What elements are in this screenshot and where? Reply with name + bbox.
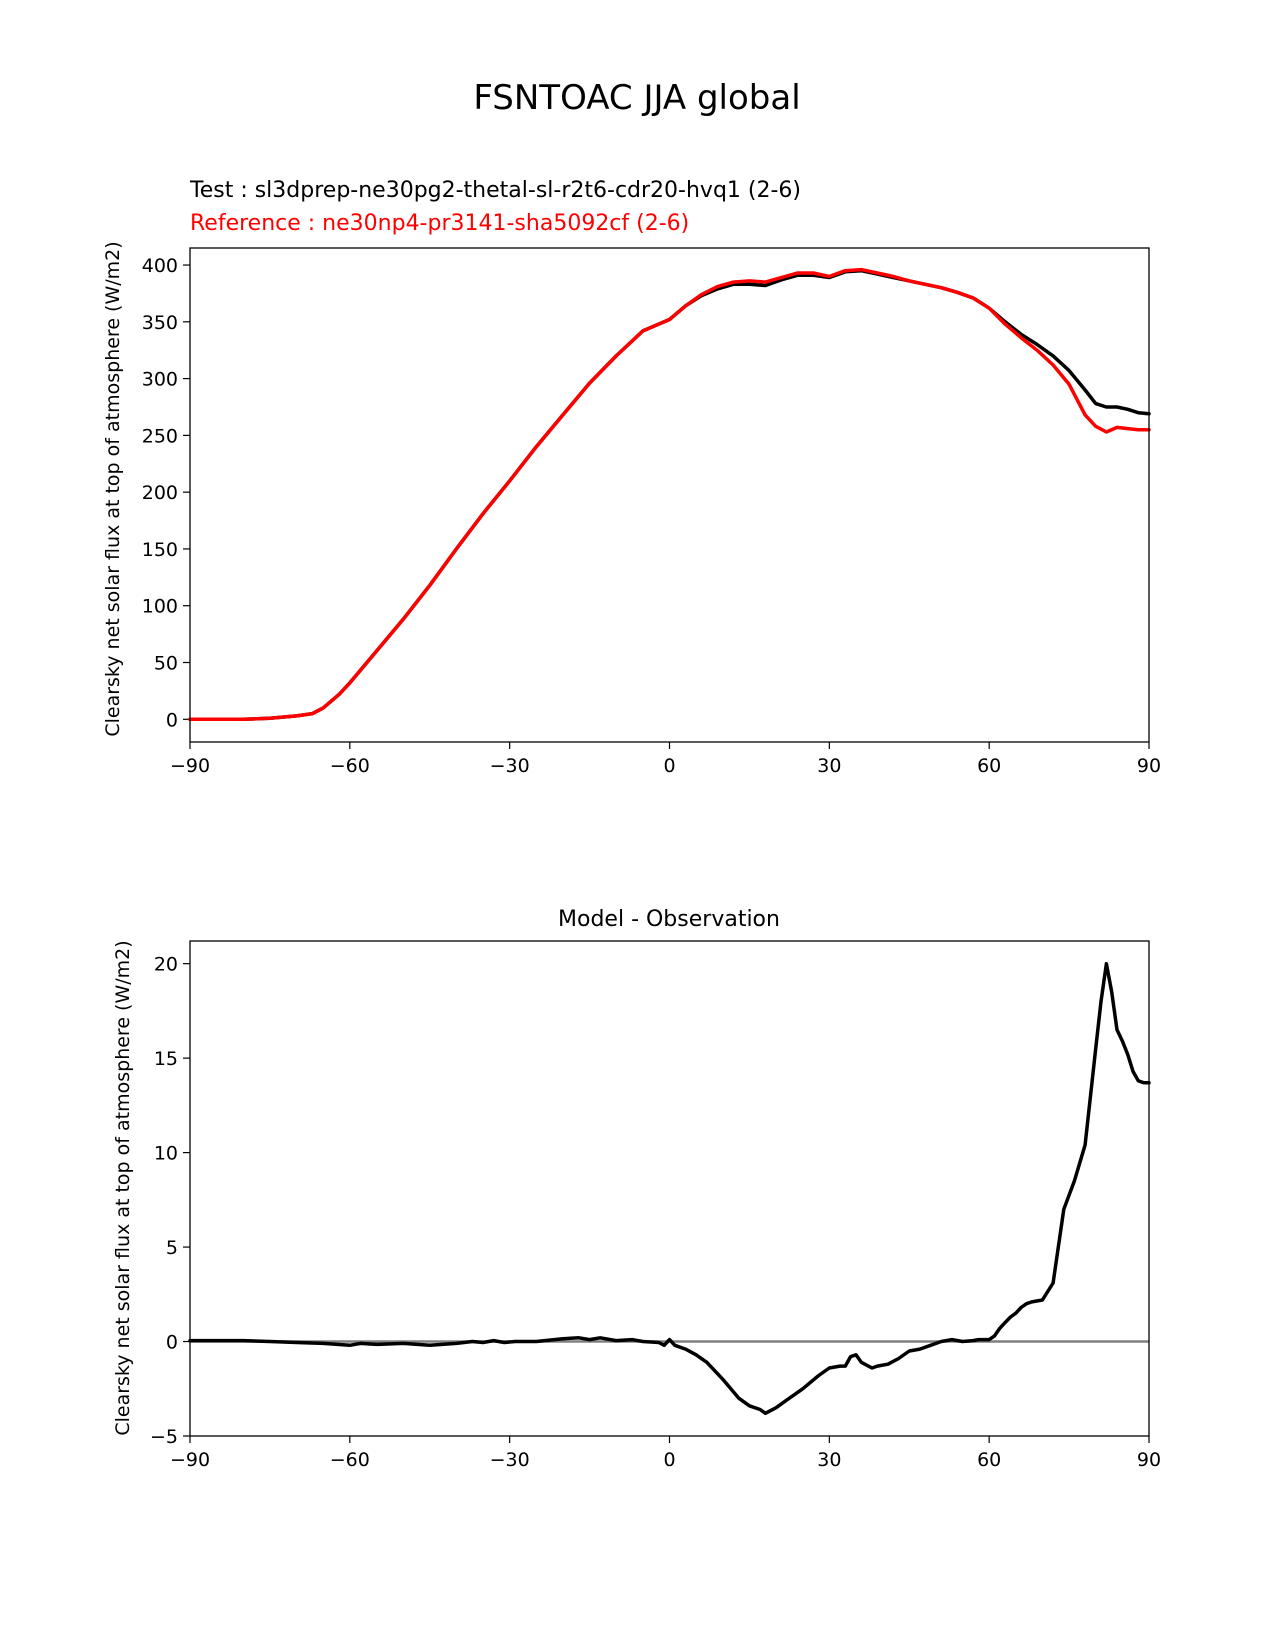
series-line-1 — [188, 961, 1151, 1416]
y-axis-label: Clearsky net solar flux at top of atmosp… — [102, 241, 124, 736]
series-line-1 — [188, 268, 1151, 722]
test-title: Test : sl3dprep-ne30pg2-thetal-sl-r2t6-c… — [189, 178, 801, 203]
x-tick-label: −60 — [330, 1449, 370, 1471]
x-tick-label: 60 — [977, 1449, 1001, 1471]
y-tick-label: 0 — [166, 1332, 178, 1354]
reference-title: Reference : ne30np4-pr3141-sha5092cf (2-… — [190, 211, 689, 236]
x-tick-label: 90 — [1137, 755, 1161, 777]
y-tick-label: 350 — [142, 312, 178, 334]
plot-frame — [189, 940, 1150, 1437]
series-line-2 — [188, 267, 1151, 722]
y-tick-label: 10 — [154, 1143, 178, 1165]
x-tick-label: −90 — [170, 755, 210, 777]
x-tick-label: 30 — [817, 755, 841, 777]
tick-group: −90 −60 −30 0 30 60 90 0 50 100 150 200 250 300 350 400 — [142, 255, 1161, 777]
y-tick-label: 15 — [154, 1048, 178, 1070]
y-tick-label: 300 — [142, 369, 178, 391]
y-tick-label: 200 — [142, 482, 178, 504]
y-tick-label: 250 — [142, 425, 178, 447]
series-group — [188, 267, 1151, 722]
x-tick-label: −90 — [170, 1449, 210, 1471]
y-tick-label: −5 — [150, 1426, 178, 1448]
x-tick-label: 0 — [663, 1449, 675, 1471]
x-tick-label: 60 — [977, 755, 1001, 777]
figure-title: FSNTOAC JJA global — [473, 78, 800, 118]
tick-group: −90 −60 −30 0 30 60 90 −5 0 5 10 15 20 — [150, 954, 1161, 1471]
bottom-panel: Model - Observation Clearsky net solar f… — [112, 907, 1161, 1471]
x-tick-label: 30 — [817, 1449, 841, 1471]
y-tick-label: 5 — [166, 1237, 178, 1259]
x-tick-label: −60 — [330, 755, 370, 777]
y-tick-label: 20 — [154, 954, 178, 976]
plot-frame — [189, 247, 1150, 743]
series-group — [188, 961, 1151, 1416]
top-panel: Test : sl3dprep-ne30pg2-thetal-sl-r2t6-c… — [102, 178, 1161, 777]
y-tick-label: 400 — [142, 255, 178, 277]
y-tick-label: 0 — [166, 709, 178, 731]
x-tick-label: −30 — [490, 755, 530, 777]
x-tick-label: 90 — [1137, 1449, 1161, 1471]
y-tick-label: 100 — [142, 596, 178, 618]
difference-title: Model - Observation — [558, 907, 780, 932]
x-tick-label: 0 — [663, 755, 675, 777]
y-tick-label: 50 — [154, 653, 178, 675]
y-tick-label: 150 — [142, 539, 178, 561]
x-tick-label: −30 — [490, 1449, 530, 1471]
y-axis-label: Clearsky net solar flux at top of atmosp… — [112, 940, 134, 1435]
